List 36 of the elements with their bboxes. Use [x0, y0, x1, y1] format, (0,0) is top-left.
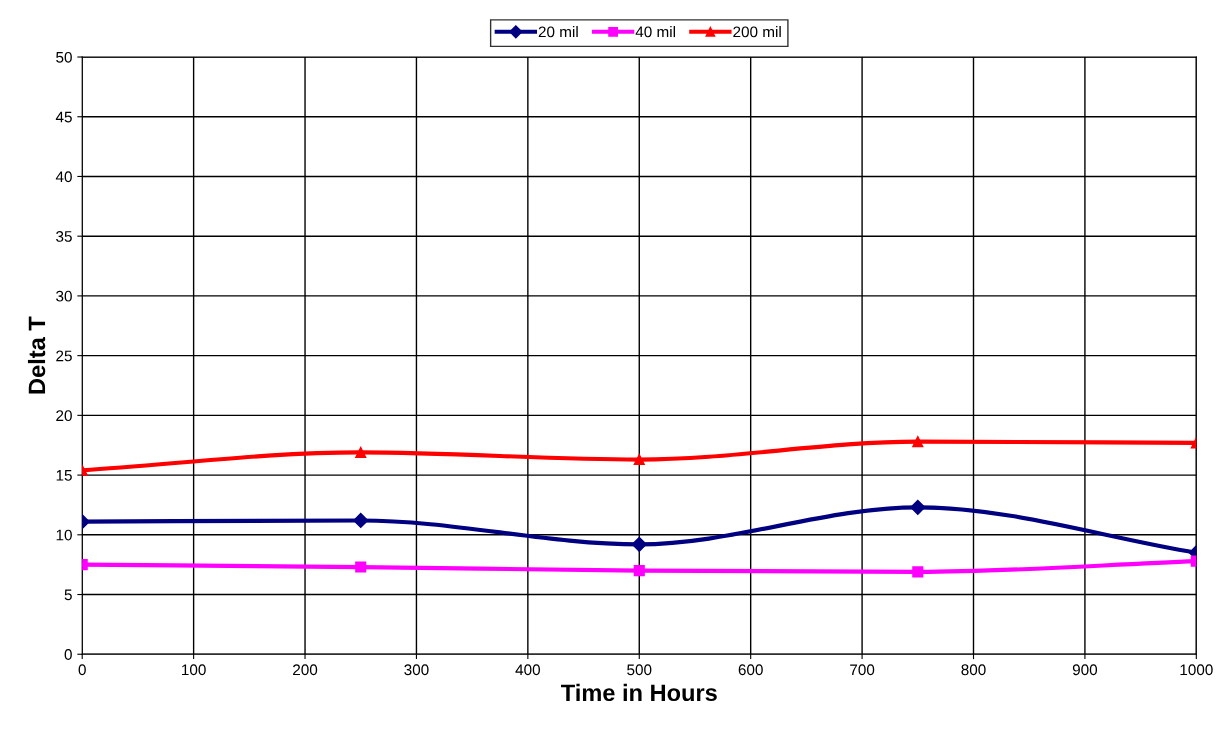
point — [633, 453, 645, 466]
y-tick-label: 20 — [56, 410, 72, 422]
point — [355, 446, 367, 458]
y-tick-label: 0 — [64, 649, 72, 660]
legend-label: 200 mil — [733, 26, 781, 38]
x-tick-label: 800 — [961, 664, 986, 676]
y-tick-label: 15 — [56, 470, 72, 481]
y-tick-label: 25 — [56, 350, 72, 362]
x-tick-label: 200 — [293, 664, 318, 676]
y-tick-label: 40 — [55, 171, 72, 183]
y-tick-label: 10 — [56, 529, 72, 541]
x-tick-label: 400 — [515, 664, 540, 676]
x-tick-label: 100 — [182, 664, 206, 676]
x-axis-title: Time in Hours — [561, 683, 717, 702]
point — [355, 561, 367, 573]
point — [631, 536, 647, 552]
y-tick-label: 45 — [55, 111, 72, 123]
x-tick-label: 500 — [627, 664, 652, 676]
x-tick-label: 300 — [404, 664, 429, 676]
y-tick-label: 50 — [56, 51, 72, 63]
x-tick-label: 900 — [1072, 664, 1098, 676]
y-tick-label: 5 — [64, 589, 72, 601]
point — [633, 565, 645, 577]
y-tick-label: 30 — [56, 290, 72, 302]
point — [353, 512, 369, 529]
legend-label: 40 mil — [635, 26, 675, 38]
x-tick-label: 1000 — [1180, 664, 1213, 676]
x-tick-label: 0 — [78, 664, 86, 676]
point — [912, 566, 924, 578]
point — [912, 436, 924, 448]
y-axis-title: Delta T — [27, 316, 46, 394]
point — [910, 499, 926, 515]
x-tick-label: 600 — [738, 664, 763, 676]
x-tick-label: 700 — [850, 664, 875, 676]
legend-label: 20 mil — [538, 26, 578, 38]
y-tick-label: 35 — [56, 231, 72, 242]
